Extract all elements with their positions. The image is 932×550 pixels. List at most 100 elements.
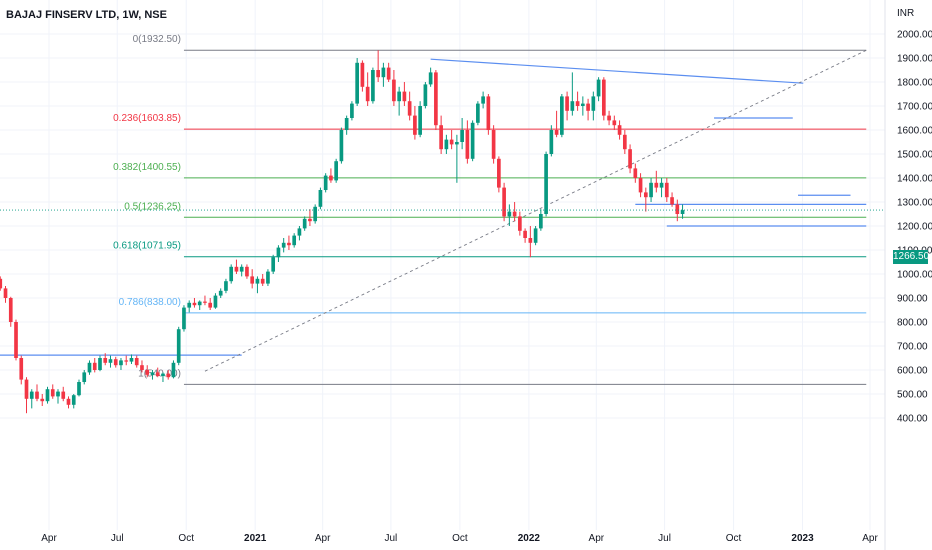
candle-body bbox=[434, 72, 438, 126]
candle bbox=[549, 125, 554, 157]
candle-body bbox=[539, 214, 543, 229]
candle-body bbox=[145, 370, 150, 375]
candle bbox=[502, 182, 506, 222]
candle bbox=[98, 355, 102, 372]
trendlines bbox=[0, 49, 867, 372]
candle-body bbox=[381, 67, 386, 78]
y-tick-label: 1400.00 bbox=[897, 174, 932, 185]
candle bbox=[539, 209, 543, 231]
candle-body bbox=[103, 358, 108, 363]
y-tick-label: 1600.00 bbox=[897, 126, 932, 137]
candle-body bbox=[502, 187, 506, 217]
candle-body bbox=[465, 130, 470, 159]
candle-body bbox=[418, 106, 422, 135]
candle bbox=[260, 274, 265, 286]
candle-body bbox=[171, 362, 176, 378]
candle bbox=[596, 77, 601, 102]
candle-body bbox=[680, 210, 685, 214]
candle bbox=[334, 158, 338, 183]
candle-body bbox=[444, 139, 449, 150]
candle bbox=[397, 86, 401, 116]
candle-body bbox=[239, 266, 244, 272]
x-tick-label: Oct bbox=[726, 533, 742, 544]
x-tick-label: Apr bbox=[862, 533, 878, 544]
candle-body bbox=[491, 130, 496, 159]
candle bbox=[523, 228, 527, 243]
candle bbox=[476, 101, 480, 126]
candle bbox=[670, 192, 674, 207]
candle-body bbox=[29, 391, 34, 399]
x-tick-label: 2022 bbox=[518, 533, 541, 544]
candle-body bbox=[591, 96, 596, 111]
candle bbox=[140, 360, 144, 373]
y-tick-label: 600.00 bbox=[897, 366, 928, 377]
y-axis: 2000.00 1900.00 1800.00 1700.00 1600.00 1500.… bbox=[897, 30, 932, 425]
candle-body bbox=[350, 103, 354, 118]
candle bbox=[528, 226, 533, 258]
x-tick-label: 2021 bbox=[244, 533, 267, 544]
candle bbox=[565, 91, 569, 121]
candle bbox=[292, 233, 297, 248]
candle bbox=[218, 288, 223, 298]
candle-body bbox=[287, 242, 291, 246]
candle-body bbox=[649, 182, 653, 198]
candle-body bbox=[386, 67, 391, 80]
candle-body bbox=[276, 247, 281, 258]
candle-body bbox=[40, 398, 45, 402]
candle bbox=[554, 110, 559, 138]
candle bbox=[250, 269, 255, 289]
candle-body bbox=[140, 365, 144, 370]
candle bbox=[281, 238, 286, 253]
candle-body bbox=[654, 182, 659, 188]
candle bbox=[66, 396, 71, 409]
candle bbox=[633, 163, 638, 183]
candle-body bbox=[470, 122, 475, 159]
candle bbox=[350, 101, 354, 121]
candle bbox=[638, 173, 643, 198]
candle-body bbox=[155, 372, 160, 376]
candle-body bbox=[397, 91, 401, 102]
x-axis: Apr Jul Oct 2021 Apr Jul Oct 2022 Apr Jul Oct 2023 A… bbox=[41, 533, 878, 544]
candle-body bbox=[329, 175, 333, 181]
candle-body bbox=[124, 360, 129, 362]
y-tick-label: 1000.00 bbox=[897, 270, 932, 281]
candle-body bbox=[271, 257, 276, 272]
candle bbox=[560, 94, 564, 138]
candle bbox=[155, 367, 160, 378]
candle bbox=[460, 118, 464, 150]
candle bbox=[297, 226, 302, 241]
candle bbox=[234, 259, 239, 274]
candle-body bbox=[245, 266, 249, 277]
candle bbox=[386, 62, 391, 82]
candle-body bbox=[45, 389, 50, 402]
candle bbox=[344, 115, 349, 135]
candle bbox=[365, 72, 370, 106]
candle bbox=[108, 355, 113, 368]
candle-body bbox=[129, 358, 134, 362]
candle-body bbox=[371, 70, 375, 102]
candle-body bbox=[344, 118, 349, 130]
candle bbox=[376, 50, 380, 82]
candle-body bbox=[182, 307, 186, 330]
candle bbox=[617, 120, 622, 140]
candle bbox=[329, 168, 333, 183]
candle bbox=[392, 70, 396, 106]
candle-body bbox=[50, 389, 55, 397]
candle bbox=[229, 264, 234, 284]
candle bbox=[371, 67, 375, 104]
candle bbox=[491, 125, 496, 164]
candle-body bbox=[560, 96, 564, 135]
candle bbox=[575, 91, 580, 111]
candle-body bbox=[449, 139, 454, 145]
candle-body bbox=[633, 168, 638, 178]
candle bbox=[570, 72, 575, 116]
candle bbox=[239, 264, 244, 277]
candle-body bbox=[161, 373, 165, 376]
candle-body bbox=[497, 158, 501, 188]
candle bbox=[402, 82, 407, 106]
candle bbox=[197, 300, 202, 310]
y-tick-label: 400.00 bbox=[897, 414, 928, 425]
candle bbox=[287, 235, 291, 250]
candle-body bbox=[486, 96, 491, 130]
